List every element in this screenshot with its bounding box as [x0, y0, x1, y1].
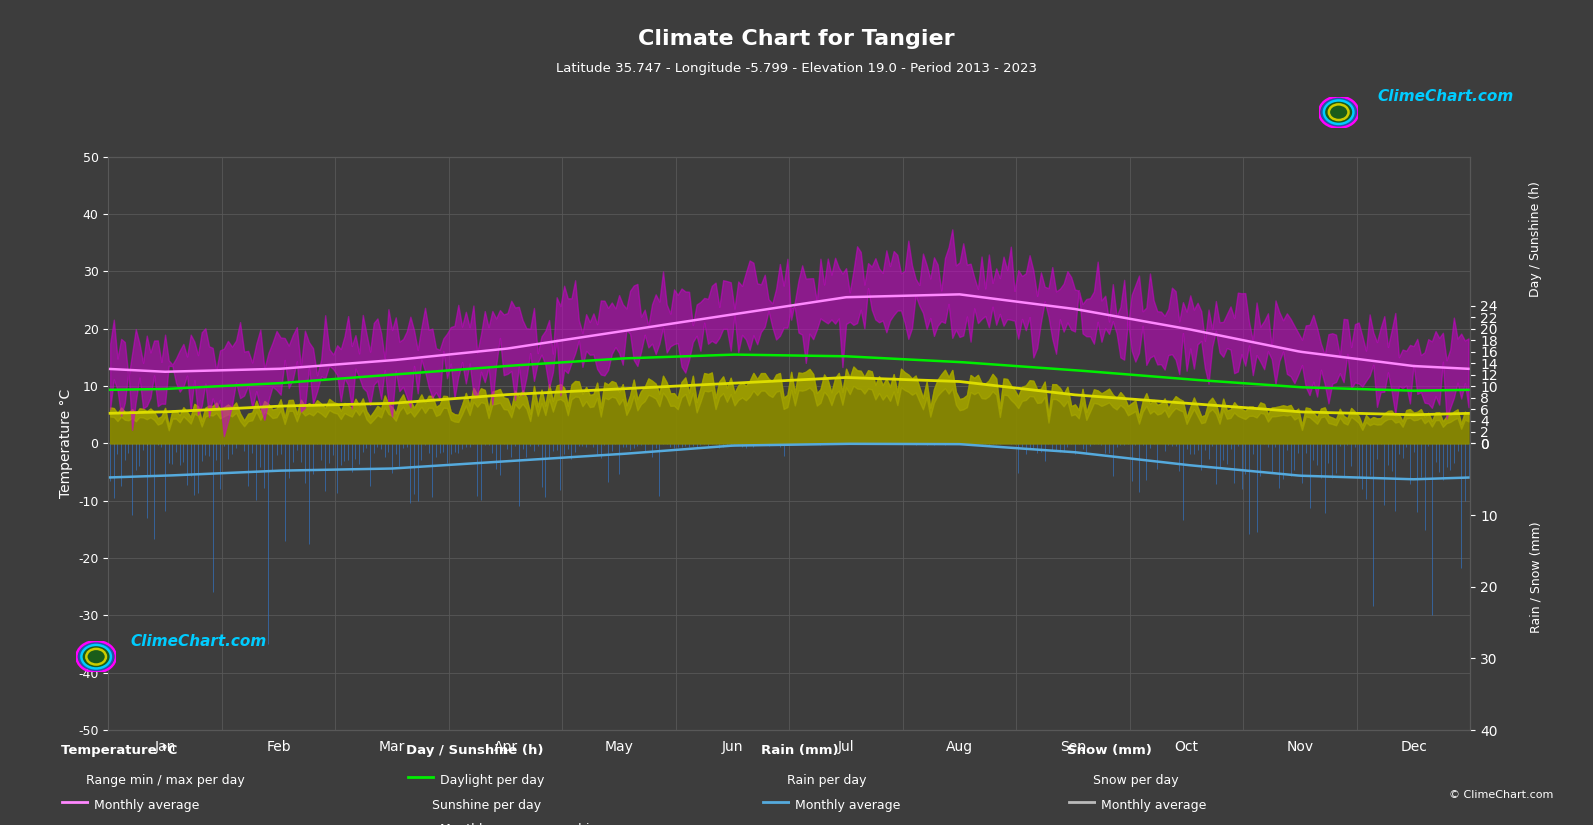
- Text: Rain per day: Rain per day: [787, 774, 867, 787]
- Text: Rain / Snow (mm): Rain / Snow (mm): [1529, 521, 1542, 634]
- Circle shape: [1322, 99, 1356, 125]
- Text: © ClimeChart.com: © ClimeChart.com: [1448, 790, 1553, 800]
- Text: Monthly average sunshine: Monthly average sunshine: [440, 823, 605, 825]
- Text: Monthly average: Monthly average: [795, 799, 900, 812]
- Text: Monthly average: Monthly average: [1101, 799, 1206, 812]
- Text: Snow (mm): Snow (mm): [1067, 744, 1152, 757]
- Text: Monthly average: Monthly average: [94, 799, 199, 812]
- Circle shape: [80, 644, 113, 670]
- Text: Daylight per day: Daylight per day: [440, 774, 545, 787]
- Text: ClimeChart.com: ClimeChart.com: [1378, 89, 1515, 104]
- Text: Day / Sunshine (h): Day / Sunshine (h): [1529, 182, 1542, 297]
- Text: Climate Chart for Tangier: Climate Chart for Tangier: [639, 29, 954, 49]
- Text: ClimeChart.com: ClimeChart.com: [131, 634, 268, 649]
- Text: Temperature °C: Temperature °C: [61, 744, 177, 757]
- Text: Latitude 35.747 - Longitude -5.799 - Elevation 19.0 - Period 2013 - 2023: Latitude 35.747 - Longitude -5.799 - Ele…: [556, 62, 1037, 75]
- Text: Sunshine per day: Sunshine per day: [432, 799, 542, 812]
- Text: Day / Sunshine (h): Day / Sunshine (h): [406, 744, 543, 757]
- Text: Snow per day: Snow per day: [1093, 774, 1179, 787]
- Text: Rain (mm): Rain (mm): [761, 744, 840, 757]
- Y-axis label: Temperature °C: Temperature °C: [59, 389, 73, 498]
- Text: Range min / max per day: Range min / max per day: [86, 774, 245, 787]
